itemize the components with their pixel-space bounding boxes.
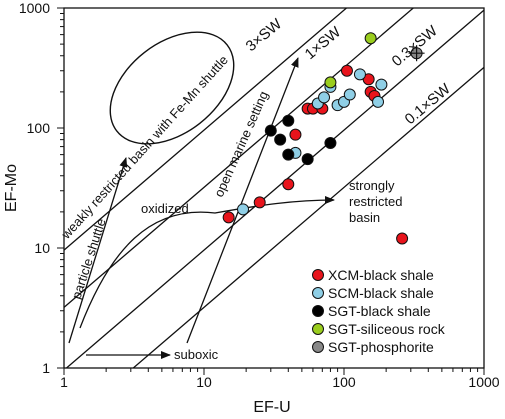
data-point: [372, 95, 385, 108]
data-point: [340, 64, 353, 77]
x-tick-label: 1: [60, 374, 68, 390]
annotation-lines: [68, 31, 335, 359]
data-point: [318, 91, 331, 104]
plot-frame: [63, 7, 485, 369]
data-point: [324, 76, 337, 89]
data-point: [282, 148, 295, 161]
y-axis-title: EF-Mo: [3, 164, 20, 212]
strongly-restricted-line: strongly: [349, 178, 395, 193]
data-point: [375, 78, 388, 91]
y-tick-labels: 1 10 100 1000: [19, 0, 50, 376]
data-point: [353, 68, 366, 81]
legend-label: SGT-phosphorite: [328, 339, 434, 355]
sw-label-01x: 0.1×SW: [402, 80, 455, 128]
legend-label: SGT-black shale: [328, 303, 431, 319]
sw-line: [64, 8, 348, 251]
suboxic-label: suboxic: [174, 347, 219, 362]
weakly-restricted-ellipse: [109, 31, 235, 145]
oxidized-label: oxidized: [141, 201, 189, 216]
legend-marker: [312, 323, 324, 335]
y-tick-label: 10: [34, 240, 50, 256]
data-point: [343, 88, 356, 101]
data-point: [282, 178, 295, 191]
x-tick-label: 1000: [468, 374, 499, 390]
x-tick-label: 100: [332, 374, 356, 390]
data-point: [364, 32, 377, 45]
axis-ticks: [57, 7, 485, 375]
x-axis-title: EF-U: [253, 399, 290, 416]
y-tick-label: 1: [42, 360, 50, 376]
data-point: [264, 124, 277, 137]
sw-label-1x: 1×SW: [302, 23, 345, 63]
data-point: [289, 128, 302, 141]
particle-shuttle-arrow: [68, 157, 128, 344]
x-tick-labels: 1 10 100 1000: [60, 374, 500, 390]
data-point: [396, 232, 409, 245]
data-point: [237, 203, 250, 216]
y-tick-label: 1000: [19, 0, 50, 16]
data-points: [222, 32, 425, 245]
sw-lines: [64, 8, 484, 368]
open-marine-arrow: [186, 57, 299, 344]
sw-label-03x: 0.3×SW: [389, 22, 442, 70]
data-point: [253, 196, 266, 209]
x-tick-label: 10: [196, 374, 212, 390]
sw-label-3x: 3×SW: [243, 15, 286, 55]
sw-line: [65, 9, 484, 368]
plot-content: [64, 8, 484, 368]
legend-marker: [312, 269, 324, 281]
legend-marker: [312, 341, 324, 353]
strongly-restricted-line: basin: [349, 210, 380, 225]
y-tick-label: 100: [27, 120, 51, 136]
data-point: [274, 133, 287, 146]
legend-marker: [312, 305, 324, 317]
strongly-restricted-label: strongly restricted basin: [349, 178, 406, 225]
oxidized-arrow: [79, 196, 335, 329]
open-marine-label: open marine setting: [211, 89, 271, 199]
data-point: [282, 114, 295, 127]
legend-label: SCM-black shale: [328, 285, 434, 301]
data-point: [301, 153, 314, 166]
legend-label: SGT-siliceous rock: [328, 321, 446, 337]
data-point: [324, 136, 337, 149]
legend-marker: [312, 287, 324, 299]
strongly-restricted-line: restricted: [349, 194, 402, 209]
data-point: [222, 211, 235, 224]
legend-label: XCM-black shale: [328, 267, 434, 283]
legend: XCM-black shale SCM-black shale SGT-black …: [312, 267, 446, 355]
